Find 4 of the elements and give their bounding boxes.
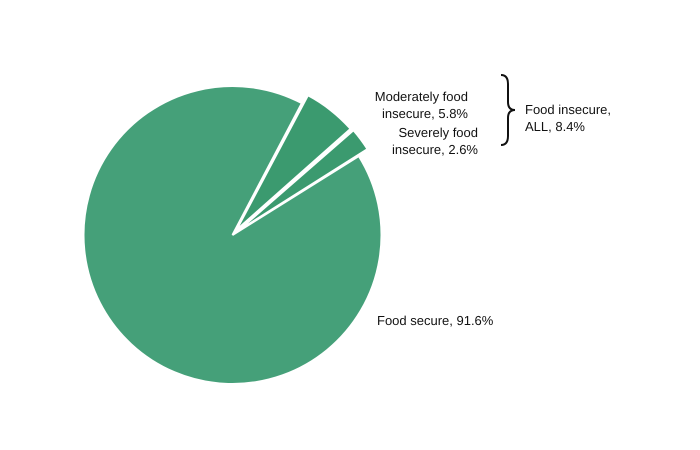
slice-label: Severely food insecure, 2.6% (391, 124, 478, 158)
slice-label: Food secure, 91.6% (377, 312, 494, 329)
slice-label: Moderately food insecure, 5.8% (374, 88, 468, 122)
text: Food insecure, ALL, 8.4% (525, 101, 612, 135)
